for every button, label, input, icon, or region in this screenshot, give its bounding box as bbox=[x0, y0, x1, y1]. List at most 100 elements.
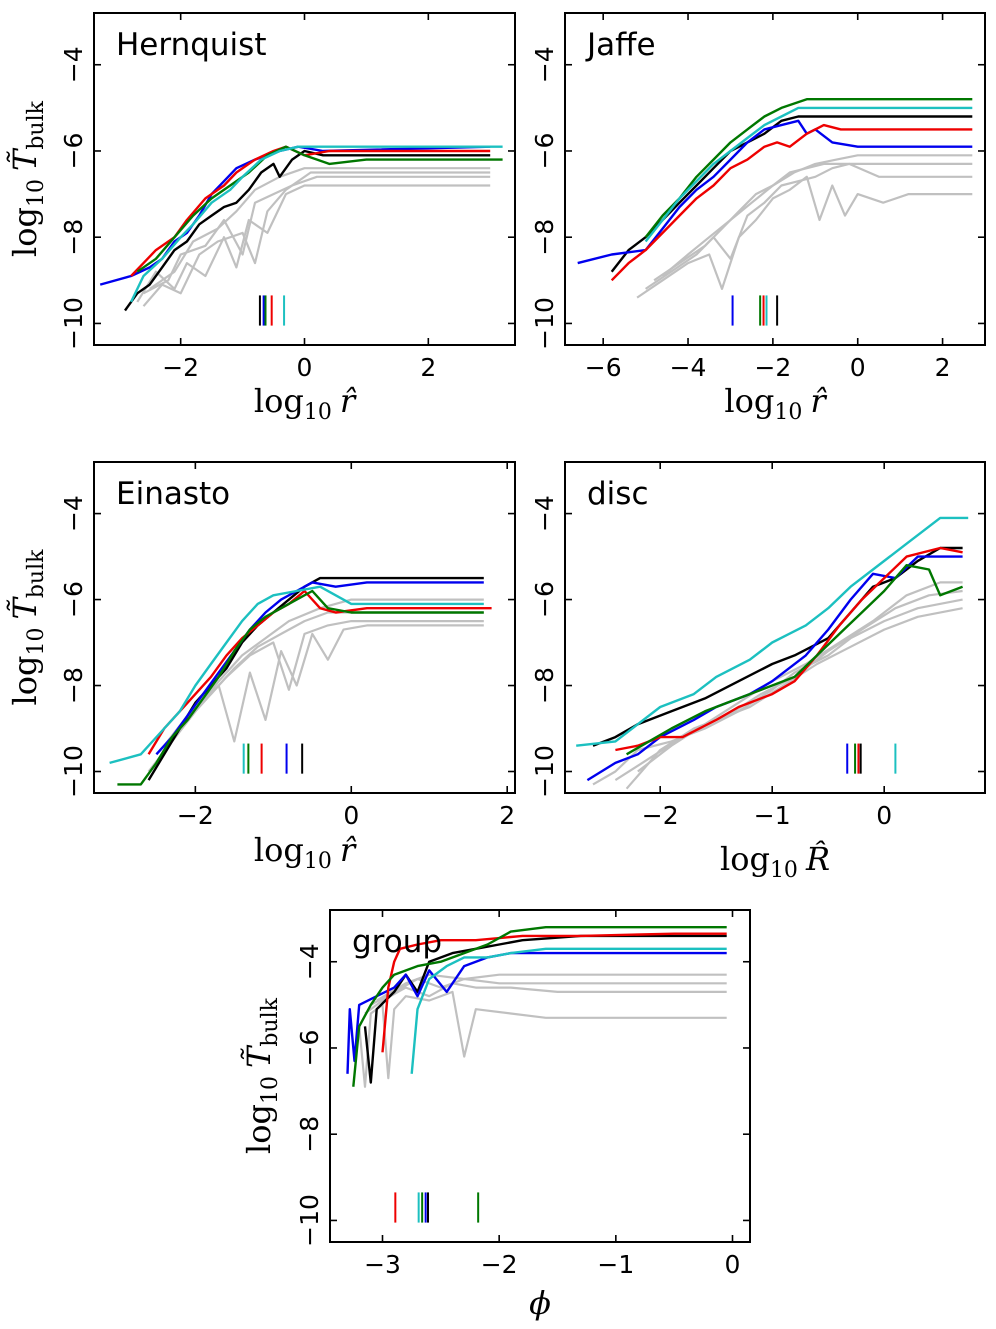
panel-title: group bbox=[352, 924, 442, 960]
x-tick-label: −3 bbox=[364, 1250, 401, 1279]
panel-title: Jaffe bbox=[585, 27, 656, 63]
plot-frame bbox=[93, 461, 516, 794]
x-tick-label: 0 bbox=[876, 801, 892, 830]
series-group bbox=[346, 926, 727, 1088]
y-axis-label-var: T̃ bbox=[240, 1044, 278, 1068]
panel-jaffe: −6 −4 −2 0 2 −10 −8 −6 −4 Jaffe log10 r̂ bbox=[530, 12, 986, 425]
x-axis-label-sub: 10 bbox=[774, 400, 802, 425]
x-axis-label-var: r̂ bbox=[340, 831, 357, 869]
series-line-grey bbox=[661, 154, 973, 277]
series-line-red bbox=[381, 932, 727, 1053]
series-line-grey bbox=[592, 598, 963, 786]
y-axis-label-sub: 10 bbox=[258, 1076, 283, 1104]
x-axis-label-log: log bbox=[720, 840, 770, 878]
y-tick-label: −8 bbox=[59, 667, 88, 704]
series-group bbox=[577, 98, 973, 299]
series-line-black bbox=[363, 934, 727, 1084]
y-tick-label: −10 bbox=[530, 297, 559, 350]
plot-frame bbox=[329, 909, 751, 1243]
y-axis-label-log: log bbox=[240, 1104, 278, 1154]
x-axis-label: ϕ bbox=[529, 1284, 551, 1322]
x-tick-label: −6 bbox=[585, 353, 622, 382]
y-axis-label-log: log bbox=[6, 655, 44, 705]
x-tick-label: −2 bbox=[177, 801, 214, 830]
x-axis-label-var: R̂ bbox=[805, 840, 830, 878]
x-tick-label: 2 bbox=[935, 353, 951, 382]
series-line-cyan bbox=[130, 145, 503, 303]
series-line-grey bbox=[614, 607, 963, 782]
series-line-blue bbox=[155, 581, 484, 756]
x-axis-label-var: ϕ bbox=[529, 1284, 551, 1322]
y-axis-label: log10 T̃bulk bbox=[6, 100, 49, 257]
series-line-grey bbox=[376, 973, 727, 1002]
series-line-blue bbox=[586, 555, 963, 782]
x-axis-label-log: log bbox=[254, 831, 304, 869]
x-axis-label-log: log bbox=[254, 382, 304, 420]
x-tick-label: −4 bbox=[670, 353, 707, 382]
series-line-grey bbox=[171, 598, 484, 743]
series-line-grey bbox=[163, 611, 484, 747]
series-line-blue bbox=[577, 119, 973, 265]
x-tick-label: −2 bbox=[754, 353, 791, 382]
panel-title: Einasto bbox=[116, 476, 230, 512]
series-line-grey bbox=[625, 589, 963, 790]
y-tick-label: −8 bbox=[59, 219, 88, 256]
series-line-grey bbox=[155, 620, 484, 756]
y-axis-label-subscript: bulk bbox=[258, 997, 283, 1046]
x-axis-label-var: r̂ bbox=[340, 382, 357, 420]
series-line-red bbox=[615, 546, 963, 752]
series-line-cyan bbox=[576, 516, 969, 747]
series-line-cyan bbox=[644, 106, 973, 243]
x-tick-label: 2 bbox=[420, 353, 436, 382]
y-tick-label: −10 bbox=[530, 745, 559, 798]
x-tick-label: 2 bbox=[499, 801, 515, 830]
x-axis-label: log10 R̂ bbox=[720, 840, 830, 883]
y-axis-label: log10 T̃bulk bbox=[6, 549, 49, 706]
y-tick-label: −8 bbox=[530, 667, 559, 704]
x-tick-label: 0 bbox=[297, 353, 313, 382]
series-line-grey bbox=[149, 167, 491, 290]
x-axis-label: log10 r̂ bbox=[724, 382, 827, 425]
y-tick-label: −4 bbox=[59, 46, 88, 83]
panel-title: disc bbox=[587, 476, 649, 512]
y-tick-label: −4 bbox=[530, 495, 559, 532]
series-line-green bbox=[117, 589, 484, 786]
y-tick-label: −6 bbox=[530, 581, 559, 618]
plot-frame bbox=[564, 12, 986, 346]
y-tick-label: −6 bbox=[59, 581, 88, 618]
series-line-grey bbox=[636, 175, 973, 299]
y-axis-label: log10 T̃bulk bbox=[240, 997, 283, 1154]
series-line-red bbox=[610, 123, 973, 282]
x-axis-label-sub: 10 bbox=[304, 400, 332, 425]
y-tick-label: −4 bbox=[59, 495, 88, 532]
x-tick-label: −1 bbox=[597, 1250, 634, 1279]
plot-frame bbox=[564, 461, 986, 794]
y-axis-label-log: log bbox=[6, 207, 44, 257]
x-tick-label: −1 bbox=[754, 801, 791, 830]
series-line-green bbox=[626, 564, 964, 756]
x-tick-label: 0 bbox=[850, 353, 866, 382]
y-axis-label-sub: 10 bbox=[24, 179, 49, 207]
y-axis-label-subscript: bulk bbox=[24, 549, 49, 598]
x-axis-label: log10 r̂ bbox=[254, 382, 357, 425]
y-axis-label-var: T̃ bbox=[6, 595, 44, 619]
x-axis-label-sub: 10 bbox=[304, 849, 332, 874]
y-tick-label: −4 bbox=[295, 943, 324, 980]
series-line-blue bbox=[346, 951, 727, 1074]
y-tick-label: −6 bbox=[530, 133, 559, 170]
y-tick-label: −6 bbox=[295, 1030, 324, 1067]
y-tick-label: −4 bbox=[530, 46, 559, 83]
series-line-red bbox=[147, 589, 492, 755]
x-tick-label: −2 bbox=[481, 1250, 518, 1279]
x-tick-label: −2 bbox=[642, 801, 679, 830]
x-axis-label-var: r̂ bbox=[810, 382, 827, 420]
series-line-grey bbox=[142, 171, 491, 307]
series-line-cyan bbox=[109, 585, 484, 765]
y-tick-label: −10 bbox=[59, 297, 88, 350]
x-axis-label: log10 r̂ bbox=[254, 831, 357, 874]
x-tick-label: 0 bbox=[343, 801, 359, 830]
series-line-grey bbox=[136, 184, 491, 303]
series-line-cyan bbox=[410, 947, 727, 1074]
